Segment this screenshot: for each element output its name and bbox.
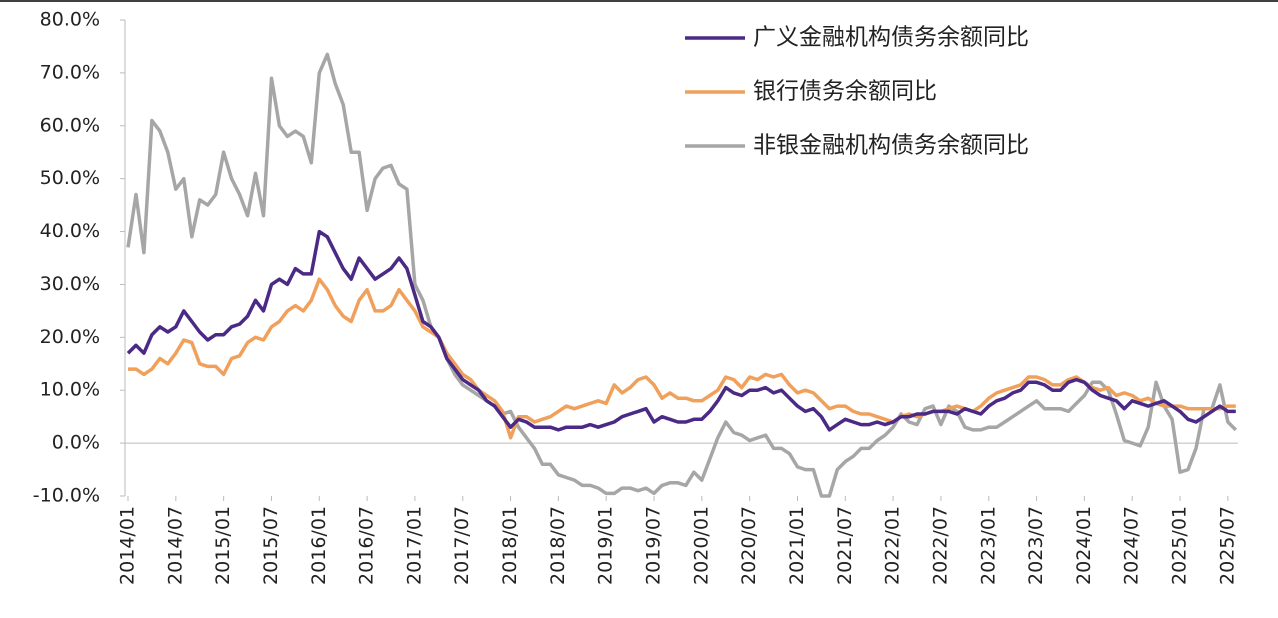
x-tick-label: 2016/07 bbox=[356, 506, 378, 585]
series-line bbox=[128, 277, 1236, 440]
x-tick-label: 2014/01 bbox=[117, 506, 139, 585]
x-tick-label: 2016/01 bbox=[308, 506, 330, 585]
x-tick-label: 2025/07 bbox=[1216, 506, 1238, 585]
y-tick-label: 10.0% bbox=[40, 379, 100, 401]
legend-label: 非银金融机构债务余额同比 bbox=[753, 133, 1029, 159]
x-tick-label: 2019/01 bbox=[595, 506, 617, 585]
x-tick-label: 2018/01 bbox=[499, 506, 521, 585]
x-tick-label: 2024/01 bbox=[1073, 506, 1095, 585]
x-tick-label: 2021/01 bbox=[786, 506, 808, 585]
x-tick-label: 2017/07 bbox=[451, 506, 473, 585]
x-tick-label: 2019/07 bbox=[643, 506, 665, 585]
x-tick-label: 2014/07 bbox=[164, 506, 186, 585]
series-line bbox=[126, 229, 1236, 432]
y-tick-label: 40.0% bbox=[40, 220, 100, 242]
y-tick-label: 70.0% bbox=[40, 61, 100, 83]
x-tick-label: 2022/01 bbox=[882, 506, 904, 585]
legend-label: 广义金融机构债务余额同比 bbox=[753, 25, 1029, 51]
x-tick-label: 2015/01 bbox=[212, 506, 234, 585]
x-tick-label: 2020/07 bbox=[738, 506, 760, 585]
y-tick-label: 20.0% bbox=[40, 326, 100, 348]
x-tick-label: 2020/01 bbox=[690, 506, 712, 585]
x-tick-label: 2023/01 bbox=[977, 506, 999, 585]
series-line bbox=[126, 52, 1238, 498]
x-tick-label: 2022/07 bbox=[929, 506, 951, 585]
y-tick-label: 0.0% bbox=[52, 432, 100, 454]
x-tick-label: 2025/01 bbox=[1169, 506, 1191, 585]
x-tick-label: 2017/01 bbox=[403, 506, 425, 585]
y-tick-label: 80.0% bbox=[40, 9, 100, 31]
y-tick-label: 60.0% bbox=[40, 114, 100, 136]
x-tick-label: 2015/07 bbox=[260, 506, 282, 585]
legend-label: 银行债务余额同比 bbox=[753, 79, 937, 105]
x-tick-label: 2018/07 bbox=[547, 506, 569, 585]
x-tick-label: 2024/07 bbox=[1121, 506, 1143, 585]
y-tick-label: -10.0% bbox=[33, 485, 100, 507]
y-tick-label: 50.0% bbox=[40, 167, 100, 189]
y-tick-label: 30.0% bbox=[40, 273, 100, 295]
x-tick-label: 2023/07 bbox=[1025, 506, 1047, 585]
x-tick-label: 2021/07 bbox=[834, 506, 856, 585]
